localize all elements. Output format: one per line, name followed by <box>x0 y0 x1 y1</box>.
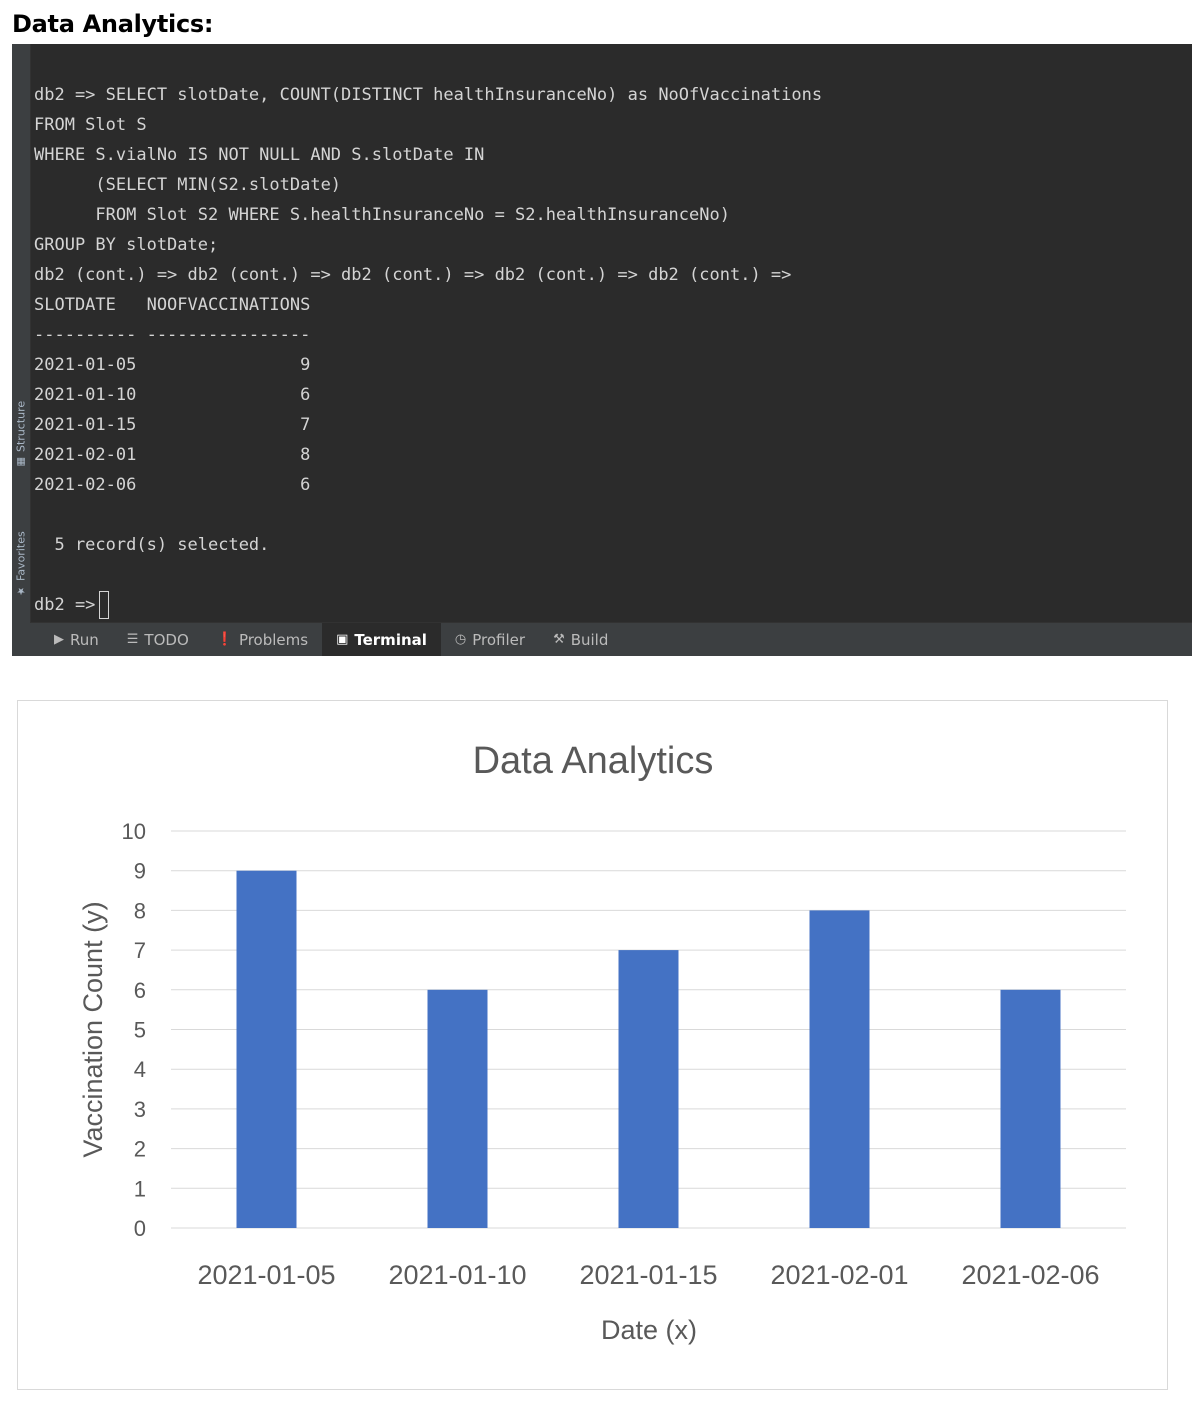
profiler-icon: ◷ <box>454 632 467 647</box>
tab-terminal[interactable]: ▣ Terminal <box>322 622 441 656</box>
tab-todo-label: TODO <box>144 630 189 649</box>
chart-container: 0 1 2 3 4 5 6 7 8 9 10 2021-01-05 2021-01-10 2021-01-… <box>17 700 1168 1390</box>
tab-build[interactable]: ⚒ Build <box>539 623 622 657</box>
terminal-prompt: db2 => <box>34 595 96 615</box>
terminal-line <box>34 560 822 590</box>
terminal-line: db2 (cont.) => db2 (cont.) => db2 (cont.… <box>34 265 792 285</box>
side-tool-strip: ▦ Structure ★ Favorites <box>12 44 31 656</box>
tab-terminal-label: Terminal <box>354 630 427 649</box>
x-tick-label: 2021-01-05 <box>197 1260 335 1290</box>
terminal-line: FROM Slot S <box>34 115 147 135</box>
bar-chart: 0 1 2 3 4 5 6 7 8 9 10 2021-01-05 2021-01-10 2021-01-… <box>78 740 1126 1345</box>
tab-problems-label: Problems <box>238 630 309 649</box>
run-icon: ▶ <box>54 632 64 647</box>
bar <box>427 989 488 1228</box>
tab-run-label: Run <box>70 630 99 649</box>
terminal-line <box>34 500 822 530</box>
tool-window-tabs: ▶ Run ☰ TODO ❗ Problems ▣ Terminal ◷ Pro… <box>30 622 1192 656</box>
y-tick-label: 8 <box>134 898 146 923</box>
terminal-line: GROUP BY slotDate; <box>34 235 219 255</box>
terminal-line: db2 => SELECT slotDate, COUNT(DISTINCT h… <box>34 85 823 105</box>
y-tick-label: 4 <box>134 1057 146 1082</box>
y-tick-label: 1 <box>134 1176 146 1201</box>
tab-todo[interactable]: ☰ TODO <box>113 623 203 657</box>
chart-title: Data Analytics <box>473 740 714 782</box>
terminal-icon: ▣ <box>336 632 349 647</box>
y-tick-label: 10 <box>122 819 146 844</box>
terminal-line: WHERE S.vialNo IS NOT NULL AND S.slotDat… <box>34 145 485 165</box>
terminal-line: (SELECT MIN(S2.slotDate) <box>34 175 342 195</box>
sidebar-favorites-label: Favorites <box>14 531 28 582</box>
y-tick-label: 7 <box>134 938 146 963</box>
x-tick-label: 2021-02-01 <box>770 1260 908 1290</box>
tab-problems[interactable]: ❗ Problems <box>203 623 322 657</box>
terminal-line: 2021-02-06 6 <box>34 475 311 495</box>
y-tick-label: 2 <box>134 1137 146 1162</box>
x-axis-label: Date (x) <box>601 1315 697 1345</box>
todo-icon: ☰ <box>126 632 139 647</box>
x-tick-label: 2021-01-10 <box>388 1260 526 1290</box>
problems-icon: ❗ <box>216 632 233 647</box>
bar <box>618 950 679 1228</box>
terminal-window[interactable]: ▦ Structure ★ Favorites db2 => SELECT sl… <box>12 44 1192 656</box>
terminal-line: SLOTDATE NOOFVACCINATIONS <box>34 295 311 315</box>
y-tick-label: 0 <box>134 1216 146 1241</box>
tab-run[interactable]: ▶ Run <box>40 623 113 657</box>
terminal-prompt-line[interactable]: db2 => <box>34 590 822 620</box>
bar <box>809 910 870 1228</box>
y-tick-label: 6 <box>134 978 146 1003</box>
page-heading: Data Analytics: <box>12 10 214 38</box>
structure-icon: ▦ <box>15 456 27 468</box>
y-tick-label: 5 <box>134 1018 146 1043</box>
terminal-output[interactable]: db2 => SELECT slotDate, COUNT(DISTINCT h… <box>34 80 822 620</box>
terminal-cursor[interactable] <box>99 591 110 619</box>
y-axis-label: Vaccination Count (y) <box>78 901 108 1157</box>
y-tick-label: 9 <box>134 859 146 884</box>
terminal-line: 2021-01-15 7 <box>34 415 311 435</box>
bar <box>236 870 297 1228</box>
x-tick-label: 2021-02-06 <box>961 1260 1099 1290</box>
sidebar-structure-label: Structure <box>14 400 28 453</box>
build-icon: ⚒ <box>553 632 565 647</box>
terminal-line: 2021-02-01 8 <box>34 445 311 465</box>
sidebar-structure-tab[interactable]: ▦ Structure <box>13 374 29 494</box>
star-icon: ★ <box>15 585 27 597</box>
sidebar-favorites-tab[interactable]: ★ Favorites <box>13 504 29 624</box>
tab-build-label: Build <box>570 630 609 649</box>
terminal-line: 2021-01-10 6 <box>34 385 311 405</box>
y-tick-label: 3 <box>134 1097 146 1122</box>
terminal-line: 5 record(s) selected. <box>34 535 270 555</box>
terminal-line: 2021-01-05 9 <box>34 355 311 375</box>
tab-profiler[interactable]: ◷ Profiler <box>441 623 539 657</box>
terminal-line: ---------- ---------------- <box>34 325 311 345</box>
bar <box>1000 989 1061 1228</box>
terminal-line: FROM Slot S2 WHERE S.healthInsuranceNo =… <box>34 205 730 225</box>
tab-profiler-label: Profiler <box>472 630 526 649</box>
x-tick-label: 2021-01-15 <box>579 1260 717 1290</box>
